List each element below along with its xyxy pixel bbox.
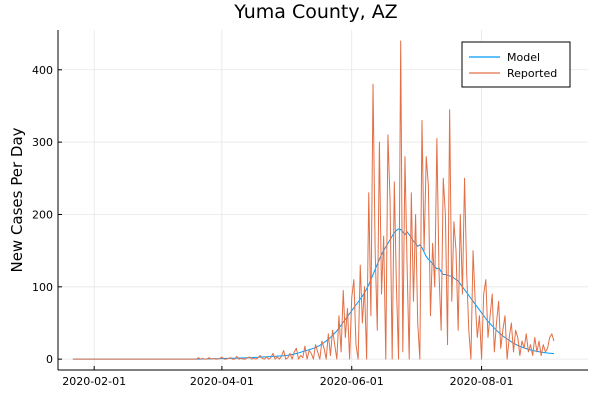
- legend-label-model: Model: [507, 51, 540, 64]
- x-tick-label: 2020-06-01: [320, 375, 384, 388]
- legend-label-reported: Reported: [507, 67, 557, 80]
- y-tick-label: 0: [46, 353, 53, 366]
- y-tick-label: 100: [32, 281, 53, 294]
- x-tick-label: 2020-04-01: [190, 375, 254, 388]
- legend: Model Reported: [461, 41, 571, 88]
- y-tick-label: 200: [32, 208, 53, 221]
- chart-title: Yuma County, AZ: [233, 1, 397, 23]
- series-line-reported: [72, 40, 555, 360]
- legend-box: [461, 41, 571, 88]
- x-tick-label: 2020-08-01: [450, 375, 514, 388]
- x-ticks: 2020-02-01 2020-04-01 2020-06-01 2020-08-01: [62, 366, 514, 388]
- y-tick-label: 300: [32, 136, 53, 149]
- x-tick-label: 2020-02-01: [62, 375, 126, 388]
- series-layer: [72, 40, 555, 360]
- y-tick-label: 400: [32, 64, 53, 77]
- axes: [57, 30, 588, 371]
- y-ticks: 0 100 200 300 400: [32, 64, 62, 366]
- y-axis-label: New Cases Per Day: [8, 127, 26, 272]
